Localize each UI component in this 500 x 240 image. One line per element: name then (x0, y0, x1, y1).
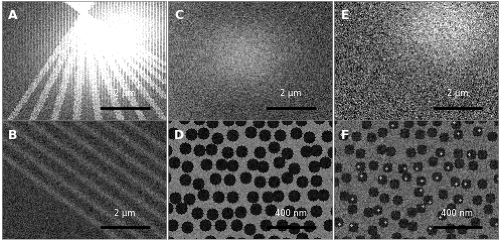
Text: 2 µm: 2 µm (114, 209, 136, 218)
Text: 400 nm: 400 nm (275, 209, 307, 218)
Text: 400 nm: 400 nm (442, 209, 474, 218)
Text: E: E (340, 9, 349, 22)
Text: F: F (340, 129, 349, 142)
Text: 2 µm: 2 µm (114, 89, 136, 98)
Text: B: B (8, 129, 18, 142)
Text: 2 µm: 2 µm (446, 89, 468, 98)
Text: C: C (174, 9, 184, 22)
Text: A: A (8, 9, 18, 22)
Text: 2 µm: 2 µm (280, 89, 302, 98)
Text: D: D (174, 129, 184, 142)
